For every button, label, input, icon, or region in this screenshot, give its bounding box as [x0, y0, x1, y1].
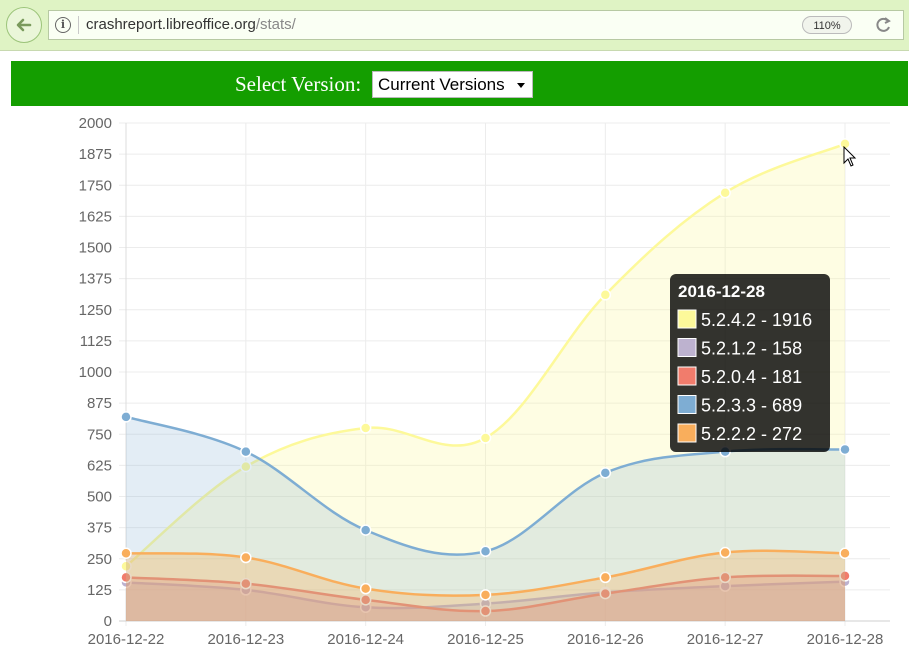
version-header: Select Version: Current Versions: [11, 61, 908, 106]
series-area: [126, 416, 845, 621]
version-label: Select Version:: [235, 72, 362, 96]
data-point: [120, 411, 132, 423]
back-button[interactable]: [6, 7, 42, 43]
version-select-value: Current Versions: [378, 75, 505, 94]
y-tick-label: 250: [87, 551, 112, 568]
series-5-2-4-2: [120, 138, 851, 621]
zoom-level-badge[interactable]: 110%: [802, 16, 852, 34]
data-point: [719, 546, 731, 559]
tooltip-swatch: [677, 309, 697, 329]
tooltip-background: [670, 274, 830, 452]
back-arrow-icon: [16, 18, 32, 32]
y-tick-label: 1875: [79, 146, 112, 163]
tooltip-item-label: 5.2.4.2 - 1916: [701, 310, 812, 330]
tooltip-swatch: [677, 395, 697, 414]
series-area: [126, 581, 845, 621]
x-tick-label: 2016-12-22: [88, 631, 165, 648]
address-separator: [78, 16, 79, 34]
data-point: [359, 582, 372, 595]
y-tick-label: 750: [87, 426, 112, 443]
series-area: [126, 143, 845, 621]
tooltip-item-label: 5.2.0.4 - 181: [701, 367, 802, 387]
mouse-cursor-icon: [843, 146, 857, 167]
data-point: [479, 605, 492, 617]
y-tick-label: 1500: [79, 240, 112, 257]
y-tick-label: 1125: [80, 333, 112, 350]
tooltip-swatch: [677, 423, 697, 443]
url-text[interactable]: crashreport.libreoffice.org/stats/: [86, 16, 296, 33]
data-point: [359, 594, 372, 606]
chevron-down-icon: [517, 83, 525, 88]
data-point: [240, 551, 252, 564]
y-tick-label: 0: [104, 613, 112, 630]
y-tick-label: 1250: [79, 302, 112, 319]
y-tick-label: 375: [87, 520, 112, 537]
x-tick-label: 2016-12-27: [687, 631, 764, 648]
crash-stats-chart: 0 125 250 375 500 625 750 875 1000 1125 1250 1375 15…: [79, 115, 890, 648]
y-tick-label: 1000: [79, 364, 112, 381]
series-5-2-0-4: [120, 570, 851, 621]
data-point: [719, 571, 731, 584]
data-point: [599, 289, 612, 301]
y-tick-label: 125: [87, 582, 112, 599]
url-path: /stats/: [255, 16, 296, 33]
y-tick-label: 1750: [79, 177, 112, 194]
y-tick-label: 2000: [79, 115, 112, 132]
data-point: [839, 570, 851, 582]
data-point: [240, 445, 252, 458]
data-point: [479, 545, 492, 558]
data-point: [479, 589, 492, 601]
data-point: [120, 547, 132, 560]
x-tick-label: 2016-12-23: [207, 631, 284, 648]
series-area: [126, 575, 845, 621]
data-point: [240, 460, 252, 473]
tooltip-swatch: [677, 338, 697, 357]
data-point: [599, 467, 612, 479]
tooltip-item-label: 5.2.3.3 - 689: [701, 396, 802, 416]
series-5-2-2-2: [120, 546, 851, 621]
x-tick-label: 2016-12-24: [327, 631, 404, 648]
data-point: [120, 560, 132, 572]
reload-icon[interactable]: [872, 14, 894, 36]
data-point: [479, 432, 492, 444]
series-area: [126, 550, 845, 621]
data-point: [359, 524, 372, 536]
tooltip-item-label: 5.2.2.2 - 272: [701, 424, 802, 444]
chart-tooltip: 2016-12-28 5.2.4.2 - 1916 5.2.1.2 - 158 5.2…: [670, 274, 830, 452]
address-bar[interactable]: i crashreport.libreoffice.org/stats/ 110…: [48, 10, 904, 40]
y-tick-label: 875: [87, 395, 112, 412]
data-point: [719, 186, 731, 199]
data-point: [599, 587, 612, 600]
data-point: [839, 547, 851, 560]
data-point: [120, 571, 132, 584]
x-tick-label: 2016-12-26: [567, 631, 644, 648]
version-select[interactable]: Current Versions: [372, 71, 533, 98]
browser-toolbar: i crashreport.libreoffice.org/stats/ 110…: [0, 0, 909, 51]
url-host: crashreport.libreoffice.org: [86, 16, 256, 33]
tooltip-title: 2016-12-28: [678, 282, 765, 301]
info-icon[interactable]: i: [55, 17, 71, 33]
y-tick-label: 1625: [79, 208, 112, 225]
y-tick-label: 625: [87, 457, 112, 474]
data-point: [599, 571, 612, 584]
data-point: [839, 443, 851, 456]
y-tick-label: 1375: [79, 271, 112, 288]
y-tick-label: 500: [87, 489, 112, 506]
tooltip-item-label: 5.2.1.2 - 158: [701, 339, 802, 359]
x-tick-label: 2016-12-25: [447, 631, 524, 648]
x-tick-label: 2016-12-28: [807, 631, 884, 648]
tooltip-swatch: [677, 366, 697, 386]
data-point: [240, 577, 252, 590]
data-point: [359, 422, 372, 434]
